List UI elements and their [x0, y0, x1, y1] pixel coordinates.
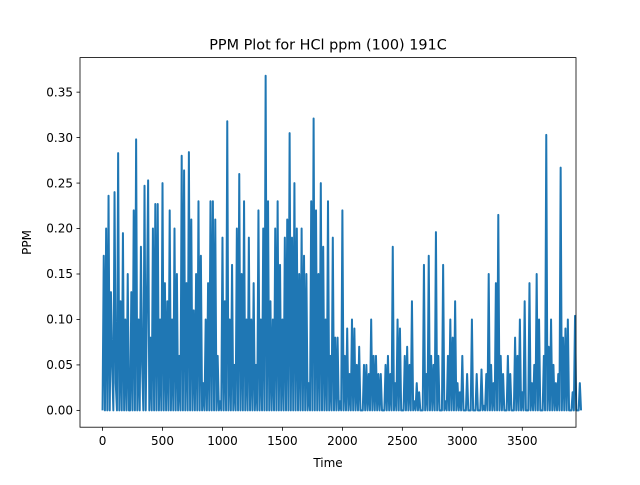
x-tick-label: 3500	[507, 434, 538, 448]
x-tick-label: 2000	[327, 434, 358, 448]
x-tick-label: 2500	[387, 434, 418, 448]
x-tick-label: 1500	[267, 434, 298, 448]
y-tick-label: 0.05	[46, 358, 73, 372]
y-tick-label: 0.30	[46, 131, 73, 145]
y-axis-label: PPM	[20, 230, 34, 255]
series-layer	[101, 74, 583, 412]
y-tick-label: 0.10	[46, 313, 73, 327]
x-tick-label: 0	[99, 434, 107, 448]
y-tick-label: 0.15	[46, 267, 73, 281]
chart-title: PPM Plot for HCl ppm (100) 191C	[209, 38, 447, 54]
y-tick-label: 0.35	[46, 85, 73, 99]
x-axis-ticks: 0 500 1000 1500 2000 2500 3000 3500	[99, 427, 538, 448]
series-line-0	[101, 74, 583, 412]
x-tick-label: 500	[151, 434, 174, 448]
y-tick-label: 0.00	[46, 404, 73, 418]
plot-frame	[79, 57, 577, 428]
x-tick-label: 1000	[207, 434, 238, 448]
y-tick-label: 0.25	[46, 176, 73, 190]
x-axis-label: Time	[312, 456, 342, 470]
y-axis-ticks: 0.00 0.05 0.10 0.15 0.20 0.25 0.30 0.35	[46, 85, 80, 418]
x-tick-label: 3000	[447, 434, 478, 448]
y-tick-label: 0.20	[46, 222, 73, 236]
